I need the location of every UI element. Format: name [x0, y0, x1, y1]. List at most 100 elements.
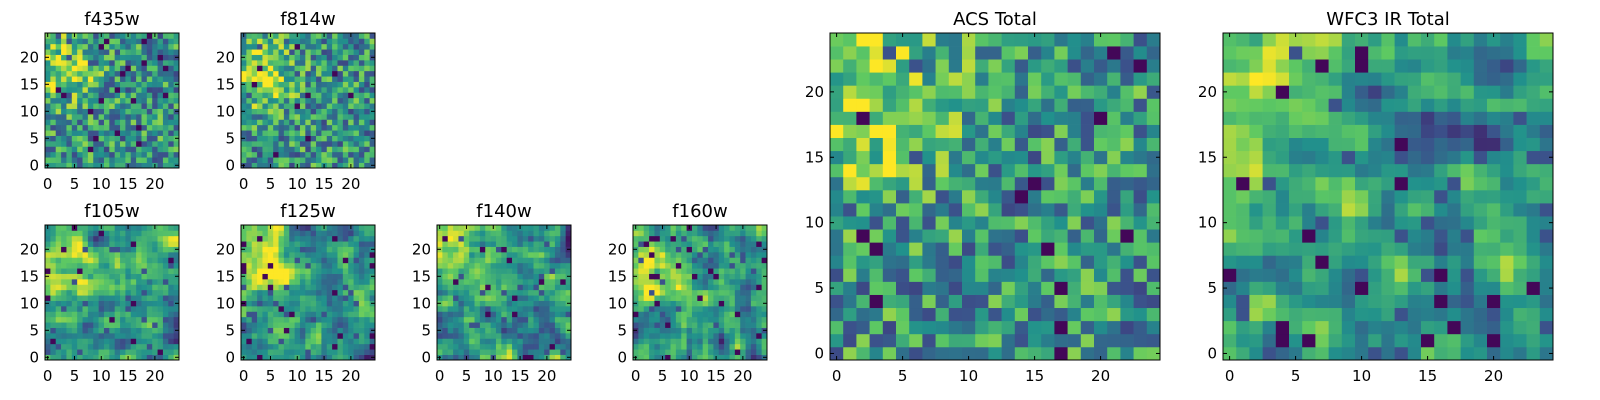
heatmap-cell [935, 307, 950, 322]
heatmap-cell [638, 279, 645, 285]
heatmap-cell [1513, 242, 1527, 256]
heatmap-cell [549, 338, 556, 345]
heatmap-cell [310, 119, 317, 126]
heatmap-cell [136, 273, 142, 280]
heatmap-cell [77, 284, 83, 291]
heatmap-cell [130, 103, 137, 109]
heatmap-cell [490, 279, 497, 285]
heatmap-cell [146, 70, 153, 77]
heatmap-cell [71, 327, 78, 334]
heatmap-cell [120, 333, 126, 339]
heatmap-cell [289, 316, 295, 323]
heatmap-cell [358, 284, 365, 291]
heatmap-cell [740, 322, 746, 328]
heatmap-cell [251, 76, 258, 82]
heatmap-cell [136, 87, 142, 93]
heatmap-cell [168, 81, 174, 88]
heatmap-cell [98, 146, 105, 153]
heatmap-cell [469, 300, 475, 307]
heatmap-cell [77, 300, 83, 307]
heatmap-cell [364, 76, 370, 82]
heatmap-cell [358, 108, 365, 115]
heatmap-cell [299, 230, 306, 237]
panel-title: ACS Total [953, 9, 1037, 30]
heatmap-cell [670, 246, 677, 253]
heatmap-cell [1080, 281, 1095, 295]
heatmap-cell [152, 316, 158, 323]
heatmap-cell [82, 235, 89, 242]
heatmap-cell [485, 306, 491, 312]
heatmap-cell [93, 141, 99, 147]
heatmap-cell [299, 146, 306, 153]
heatmap-cell [141, 87, 148, 93]
heatmap-cell [896, 281, 910, 295]
heatmap-cell [299, 322, 306, 328]
heatmap-cell [162, 349, 169, 355]
heatmap-cell [856, 46, 870, 60]
heatmap-cell [1067, 255, 1082, 269]
heatmap-cell [50, 279, 57, 285]
heatmap-cell [882, 216, 897, 230]
heatmap-cell [125, 230, 132, 237]
heatmap-cell [141, 257, 148, 264]
heatmap-cell [675, 338, 682, 345]
heatmap-cell [136, 257, 142, 264]
heatmap-cell [251, 306, 258, 312]
heatmap-cell [544, 279, 550, 285]
heatmap-cell [173, 268, 180, 274]
heatmap-cell [109, 246, 116, 253]
heatmap-cell [342, 327, 349, 334]
heatmap-cell [342, 65, 349, 72]
heatmap-cell [103, 130, 110, 136]
heatmap-cell [162, 38, 169, 45]
heatmap-cell [77, 103, 83, 109]
heatmap-cell [257, 262, 263, 269]
heatmap-cell [922, 203, 936, 217]
heatmap-cell [1289, 176, 1303, 191]
heatmap-cell [66, 311, 73, 318]
heatmap-cell [162, 119, 169, 126]
heatmap-cell [453, 268, 459, 274]
heatmap-cell [299, 38, 306, 45]
heatmap-cell [87, 151, 94, 158]
heatmap-cell [241, 38, 247, 45]
heatmap-cell [152, 130, 158, 136]
heatmap-cell [512, 246, 518, 253]
heatmap-cell [718, 235, 725, 242]
panel-title: f814w [280, 9, 335, 30]
x-tick-label: 10 [288, 175, 307, 193]
heatmap-cell [289, 241, 295, 247]
heatmap-cell [278, 157, 285, 163]
heatmap-cell [708, 306, 714, 312]
heatmap-cell [289, 124, 295, 131]
heatmap-cell [453, 306, 459, 312]
heatmap-cell [718, 289, 725, 296]
heatmap-cell [1407, 255, 1422, 269]
heatmap-cell [168, 300, 174, 307]
heatmap-cell [267, 327, 274, 334]
heatmap-cell [1133, 46, 1148, 60]
heatmap-cell [437, 279, 443, 285]
heatmap-cell [103, 268, 110, 274]
heatmap-cell [458, 289, 465, 296]
heatmap-cell [337, 235, 344, 242]
heatmap-cell [273, 38, 279, 45]
heatmap-cell [146, 76, 153, 82]
heatmap-cell [136, 92, 142, 99]
heatmap-cell [453, 322, 459, 328]
heatmap-cell [251, 38, 258, 45]
heatmap-cell [316, 225, 322, 231]
heatmap-cell [659, 252, 666, 258]
heatmap-cell [724, 343, 730, 350]
heatmap-cell [141, 354, 148, 361]
heatmap-cell [82, 295, 89, 301]
y-tick-label: 10 [216, 102, 235, 120]
heatmap-cell [353, 114, 360, 120]
heatmap-cell [724, 322, 730, 328]
heatmap-cell [1094, 346, 1108, 361]
heatmap-cell [554, 252, 561, 258]
x-tick-label: 5 [658, 367, 668, 385]
heatmap-cell [756, 230, 762, 237]
heatmap-cell [442, 289, 449, 296]
heatmap-cell [98, 322, 105, 328]
